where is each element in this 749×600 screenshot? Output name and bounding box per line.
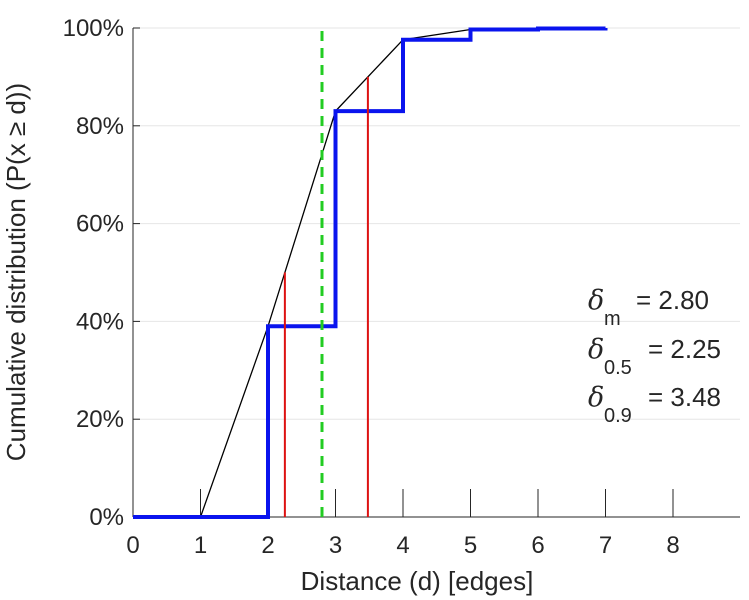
annotation-delta-0-5: δ 0.5 = 2.25 xyxy=(588,334,721,379)
y-tick-label: 20% xyxy=(76,406,124,433)
y-axis-title: Cumulative distribution (P(x ≥ d)) xyxy=(1,83,31,461)
series-step-cumulative xyxy=(133,26,608,519)
annotation-symbol: δ xyxy=(588,382,604,413)
x-tick-label: 0 xyxy=(126,532,139,559)
x-tick-label: 3 xyxy=(329,532,342,559)
annotation-value: = 3.48 xyxy=(648,382,721,412)
y-tick-label: 40% xyxy=(76,308,124,335)
annotation-symbol: δ xyxy=(588,285,604,316)
grid-lines xyxy=(133,27,740,420)
x-tick-label: 5 xyxy=(464,532,477,559)
x-tick-label: 4 xyxy=(396,532,409,559)
annotation-value: = 2.80 xyxy=(636,285,709,315)
x-tick-label: 1 xyxy=(194,532,207,559)
x-tick-label: 7 xyxy=(599,532,612,559)
series xyxy=(133,26,608,519)
annotation-subscript: m xyxy=(604,308,621,330)
annotation-value: = 2.25 xyxy=(648,334,721,364)
annotation-delta-m: δ m = 2.80 xyxy=(588,285,709,330)
annotation-delta-0-9: δ 0.9 = 3.48 xyxy=(588,382,721,427)
annotation-subscript: 0.5 xyxy=(604,357,632,379)
y-tick-label: 60% xyxy=(76,211,124,238)
axes xyxy=(132,27,740,518)
reference-lines xyxy=(283,28,369,517)
tick-labels: 0% 20% 40% 60% 80% 100% 0 1 2 3 4 5 6 7 8 xyxy=(63,15,680,559)
x-axis-title: Distance (d) [edges] xyxy=(301,566,534,596)
y-tick-label: 80% xyxy=(76,113,124,140)
statistics-annotations: δ m = 2.80 δ 0.5 = 2.25 δ 0.9 = 3.48 xyxy=(588,285,721,427)
x-tick-label: 6 xyxy=(531,532,544,559)
x-tick-label: 8 xyxy=(666,532,679,559)
annotation-subscript: 0.9 xyxy=(604,405,632,427)
annotation-symbol: δ xyxy=(588,334,604,365)
x-tick-label: 2 xyxy=(261,532,274,559)
y-tick-label: 0% xyxy=(89,504,124,531)
y-tick-label: 100% xyxy=(63,15,124,42)
